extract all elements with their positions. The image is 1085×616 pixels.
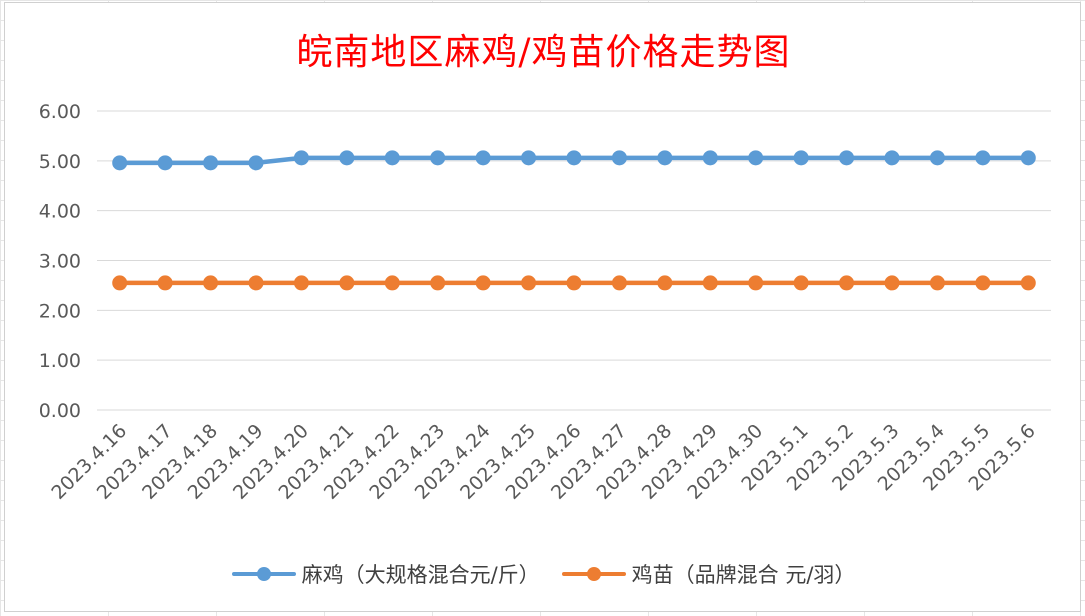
data-point-series-0-19: [975, 150, 991, 166]
data-point-series-0-4: [293, 150, 309, 166]
y-tick-label: 4.00: [39, 201, 81, 223]
data-point-series-1-2: [203, 275, 219, 291]
data-point-series-1-1: [157, 275, 173, 291]
data-point-series-0-10: [566, 150, 582, 166]
data-point-series-1-13: [702, 275, 718, 291]
chart-title: 皖南地区麻鸡/鸡苗价格走势图: [296, 32, 791, 73]
data-point-series-0-16: [839, 150, 855, 166]
y-tick-label: 6.00: [39, 101, 81, 123]
data-point-series-0-18: [929, 150, 945, 166]
data-point-series-1-17: [884, 275, 900, 291]
data-point-series-1-7: [430, 275, 446, 291]
data-point-series-0-5: [339, 150, 355, 166]
data-point-series-0-7: [430, 150, 446, 166]
y-tick-label: 1.00: [39, 350, 81, 372]
data-point-series-0-17: [884, 150, 900, 166]
data-point-series-1-18: [929, 275, 945, 291]
data-point-series-1-16: [839, 275, 855, 291]
line-chart: 0.001.002.003.004.005.006.002023.4.16202…: [39, 101, 1051, 504]
data-point-series-0-0: [112, 155, 128, 171]
data-point-series-0-2: [203, 155, 219, 171]
data-point-series-0-13: [702, 150, 718, 166]
data-point-series-1-5: [339, 275, 355, 291]
data-point-series-1-9: [521, 275, 537, 291]
data-point-series-1-6: [384, 275, 400, 291]
data-point-series-1-10: [566, 275, 582, 291]
data-point-series-0-15: [793, 150, 809, 166]
data-point-series-1-20: [1020, 275, 1036, 291]
data-point-series-0-9: [521, 150, 537, 166]
legend-swatch-series-1: [561, 563, 626, 585]
data-point-series-0-12: [657, 150, 673, 166]
data-point-series-1-14: [748, 275, 764, 291]
data-point-series-0-3: [248, 155, 264, 171]
y-tick-label: 3.00: [39, 251, 81, 273]
data-point-series-1-19: [975, 275, 991, 291]
y-tick-label: 2.00: [39, 300, 81, 322]
data-point-series-0-14: [748, 150, 764, 166]
data-point-series-1-4: [293, 275, 309, 291]
data-point-series-1-15: [793, 275, 809, 291]
data-point-series-1-12: [657, 275, 673, 291]
data-point-series-0-20: [1020, 150, 1036, 166]
legend-item-series-1[interactable]: 鸡苗（品牌混合 元/羽）: [561, 559, 856, 589]
data-point-series-0-1: [157, 155, 173, 171]
y-tick-label: 0.00: [39, 400, 81, 422]
legend-swatch-series-0: [231, 563, 296, 585]
legend[interactable]: 麻鸡（大规格混合元/斤） 鸡苗（品牌混合 元/羽）: [5, 559, 1082, 589]
legend-label-series-1: 鸡苗（品牌混合 元/羽）: [631, 563, 856, 587]
data-point-series-0-11: [611, 150, 627, 166]
data-point-series-1-3: [248, 275, 264, 291]
data-point-series-0-6: [384, 150, 400, 166]
legend-item-series-0[interactable]: 麻鸡（大规格混合元/斤）: [231, 559, 540, 589]
chart-area[interactable]: 皖南地区麻鸡/鸡苗价格走势图 0.00 1.00 2.00 3.00 4.00 5.00 6…: [4, 2, 1081, 612]
legend-label-series-0: 麻鸡（大规格混合元/斤）: [301, 563, 540, 587]
data-point-series-0-8: [475, 150, 491, 166]
data-point-series-1-11: [611, 275, 627, 291]
data-point-series-1-8: [475, 275, 491, 291]
y-tick-label: 5.00: [39, 151, 81, 173]
data-point-series-1-0: [112, 275, 128, 291]
